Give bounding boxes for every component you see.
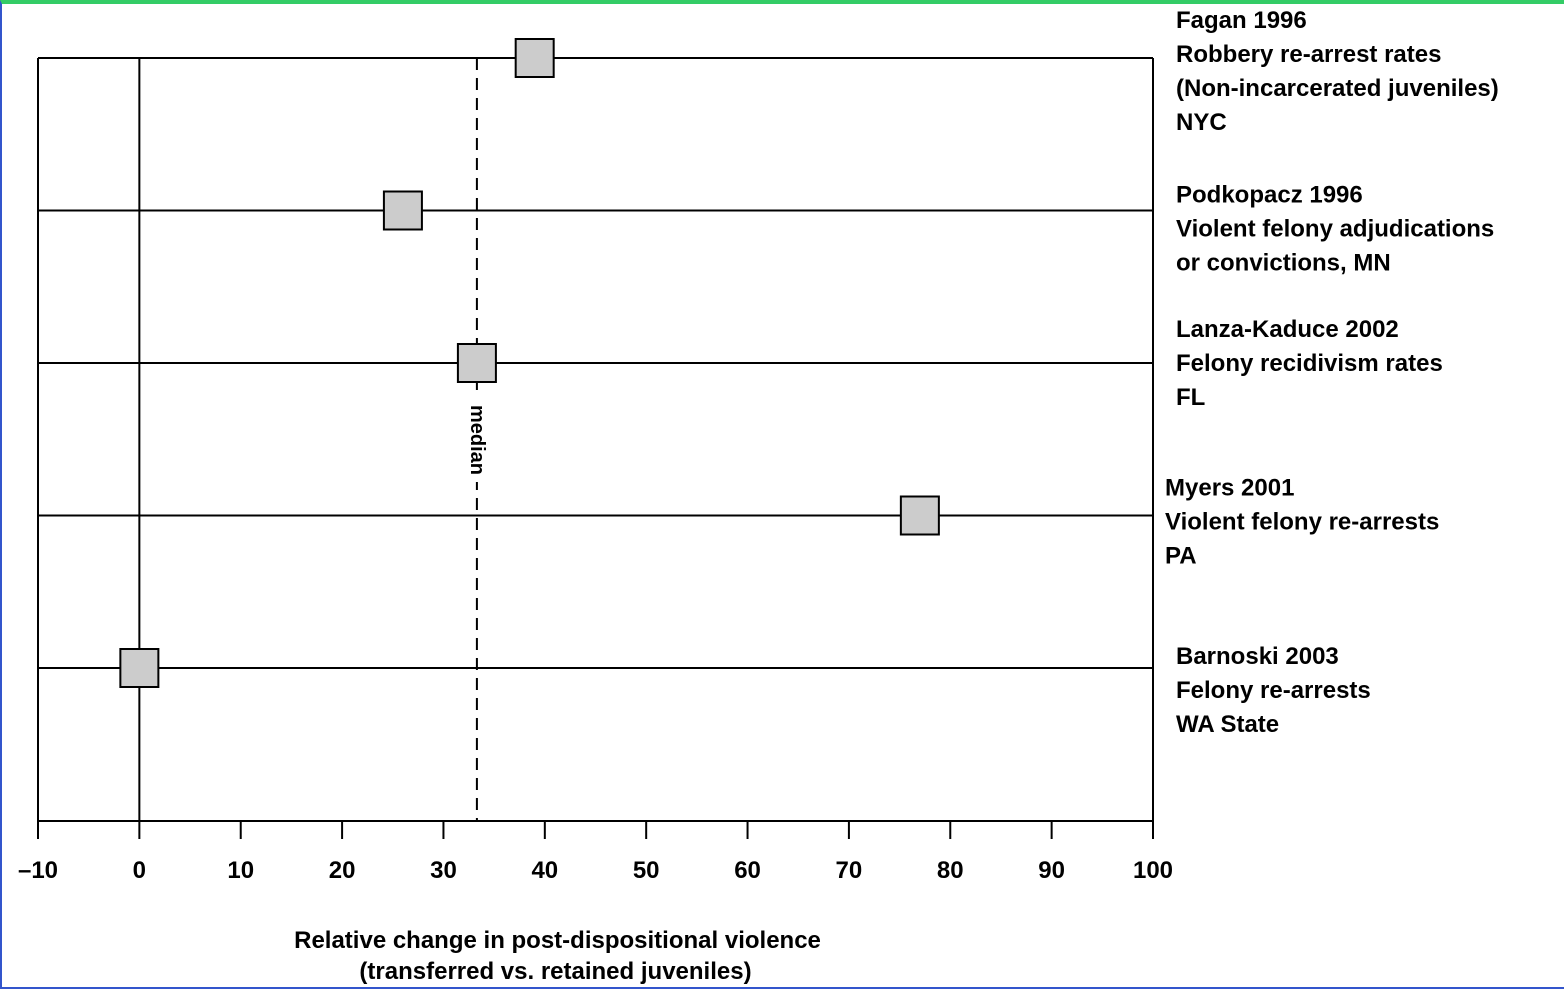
x-tick-label: 60 (734, 857, 761, 884)
study-label-group: Barnoski 2003 Felony re-arrests WA State (1176, 643, 1371, 738)
study-label-line: Barnoski 2003 (1176, 643, 1339, 670)
study-label-line: Felony recidivism rates (1176, 350, 1443, 377)
x-axis-title-line: Relative change in post-dispositional vi… (294, 927, 821, 954)
study-label-line: Fagan 1996 (1176, 7, 1307, 34)
x-tick-label: 40 (531, 857, 558, 884)
x-tick-label: 100 (1133, 857, 1173, 884)
study-label-line: NYC (1176, 109, 1227, 136)
x-tick-label: 80 (937, 857, 964, 884)
study-label-line: Felony re-arrests (1176, 677, 1371, 704)
x-tick-label: 10 (227, 857, 254, 884)
x-tick-label: 0 (133, 857, 146, 884)
study-estimate-marker (514, 38, 555, 78)
study-estimate-marker (456, 343, 497, 383)
x-axis-title-line: (transferred vs. retained juveniles) (359, 958, 751, 985)
median-label-bg (464, 398, 489, 482)
study-label-line: Podkopacz 1996 (1176, 182, 1363, 209)
x-tick-label: 30 (430, 857, 457, 884)
study-label-group: Lanza-Kaduce 2002 Felony recidivism rates… (1176, 316, 1443, 411)
study-label-line: Myers 2001 (1165, 475, 1294, 502)
study-label-group: Myers 2001 Violent felony re-arrests PA (1165, 475, 1439, 570)
study-label-line: FL (1176, 384, 1205, 411)
study-estimate-marker (899, 495, 940, 536)
x-tick-label: 50 (633, 857, 660, 884)
study-label-line: or convictions, MN (1176, 250, 1391, 277)
study-label-line: Lanza-Kaduce 2002 (1176, 316, 1399, 343)
study-label-line: (Non-incarcerated juveniles) (1176, 75, 1499, 102)
median-label: median (466, 405, 488, 475)
study-label-group: Podkopacz 1996 Violent felony adjudicatio… (1176, 182, 1494, 277)
study-label-line: Violent felony re-arrests (1165, 509, 1439, 536)
study-label-line: Robbery re-arrest rates (1176, 41, 1441, 68)
x-tick-label: 70 (836, 857, 863, 884)
study-estimate-marker (119, 648, 160, 688)
study-estimate-marker (382, 190, 423, 231)
x-tick-label: 90 (1038, 857, 1065, 884)
x-tick-label: 20 (329, 857, 356, 884)
x-tick-label: –10 (18, 857, 58, 884)
study-label-line: Violent felony adjudications (1176, 216, 1494, 243)
study-label-group: Fagan 1996 Robbery re-arrest rates (Non-in… (1176, 7, 1499, 136)
study-label-line: PA (1165, 543, 1197, 570)
study-label-line: WA State (1176, 711, 1279, 738)
